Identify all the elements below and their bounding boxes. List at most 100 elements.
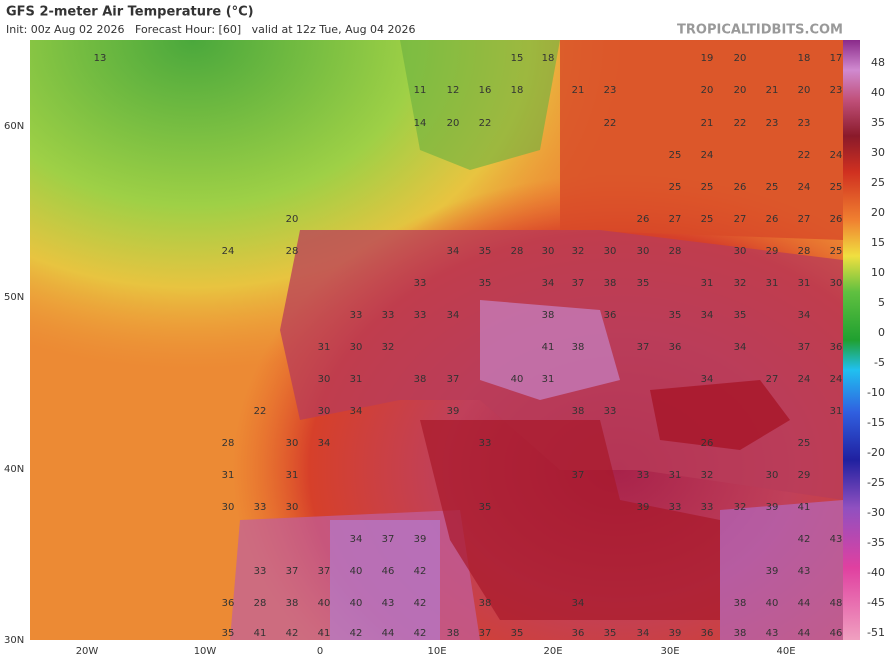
temperature-label: 31 <box>701 278 714 289</box>
temperature-label: 35 <box>511 628 524 639</box>
temperature-label: 40 <box>350 566 363 577</box>
sahara-hot <box>330 520 440 640</box>
colorbar-label: 48 <box>871 56 885 69</box>
temperature-label: 28 <box>222 438 235 449</box>
temperature-label: 30 <box>604 246 617 257</box>
mediterranean <box>420 420 720 620</box>
temperature-label: 30 <box>766 470 779 481</box>
temperature-label: 40 <box>511 374 524 385</box>
title: GFS 2-meter Air Temperature (°C) <box>6 5 254 20</box>
subtitle: Init: 00z Aug 02 2026 Forecast Hour: [60… <box>6 23 416 36</box>
temperature-label: 25 <box>830 182 843 193</box>
temperature-label: 38 <box>572 342 585 353</box>
temperature-label: 19 <box>701 53 714 64</box>
temperature-label: 31 <box>286 470 299 481</box>
temperature-label: 20 <box>734 85 747 96</box>
temperature-label: 42 <box>414 628 427 639</box>
colorbar-label: -25 <box>867 476 885 489</box>
temperature-label: 25 <box>669 182 682 193</box>
temperature-label: 33 <box>479 438 492 449</box>
temperature-label: 42 <box>350 628 363 639</box>
temperature-label: 22 <box>604 118 617 129</box>
temperature-label: 35 <box>669 310 682 321</box>
temperature-label: 32 <box>734 278 747 289</box>
temperature-label: 44 <box>798 598 811 609</box>
temperature-label: 25 <box>766 182 779 193</box>
colorbar-label: -15 <box>867 416 885 429</box>
temperature-label: 31 <box>830 406 843 417</box>
temperature-label: 22 <box>734 118 747 129</box>
temperature-label: 33 <box>254 502 267 513</box>
temperature-label: 15 <box>511 53 524 64</box>
temperature-label: 33 <box>254 566 267 577</box>
temperature-label: 38 <box>479 598 492 609</box>
temperature-label: 24 <box>798 182 811 193</box>
temperature-label: 39 <box>766 502 779 513</box>
temperature-label: 38 <box>447 628 460 639</box>
temperature-label: 37 <box>286 566 299 577</box>
temperature-label: 18 <box>798 53 811 64</box>
longitude-label: 0 <box>317 646 323 657</box>
temperature-label: 34 <box>318 438 331 449</box>
temperature-label: 31 <box>222 470 235 481</box>
temperature-label: 44 <box>382 628 395 639</box>
temperature-label: 22 <box>479 118 492 129</box>
temperature-label: 27 <box>766 374 779 385</box>
middle-east <box>720 500 843 640</box>
temperature-label: 32 <box>734 502 747 513</box>
temperature-label: 20 <box>447 118 460 129</box>
scandinavia <box>400 40 560 170</box>
temperature-label: 43 <box>798 566 811 577</box>
temperature-label: 39 <box>447 406 460 417</box>
temperature-label: 39 <box>637 502 650 513</box>
longitude-label: 10E <box>427 646 446 657</box>
temperature-label: 30 <box>350 342 363 353</box>
temperature-label: 40 <box>318 598 331 609</box>
temperature-label: 23 <box>766 118 779 129</box>
colorbar-label: -30 <box>867 506 885 519</box>
temperature-label: 24 <box>222 246 235 257</box>
temperature-label: 21 <box>572 85 585 96</box>
longitude-label: 10W <box>194 646 217 657</box>
temperature-label: 34 <box>701 374 714 385</box>
temperature-label: 29 <box>766 246 779 257</box>
temperature-label: 37 <box>382 534 395 545</box>
temperature-label: 38 <box>734 598 747 609</box>
temperature-label: 27 <box>734 214 747 225</box>
temperature-label: 32 <box>701 470 714 481</box>
temperature-label: 28 <box>254 598 267 609</box>
temperature-label: 33 <box>414 278 427 289</box>
temperature-label: 35 <box>734 310 747 321</box>
colorbar-label: -51 <box>867 626 885 639</box>
temperature-label: 23 <box>798 118 811 129</box>
temperature-label: 26 <box>734 182 747 193</box>
temperature-label: 48 <box>830 598 843 609</box>
temperature-label: 30 <box>542 246 555 257</box>
temperature-label: 24 <box>798 374 811 385</box>
temperature-label: 31 <box>669 470 682 481</box>
temperature-label: 37 <box>318 566 331 577</box>
temperature-label: 35 <box>637 278 650 289</box>
temperature-label: 26 <box>701 438 714 449</box>
temperature-label: 31 <box>542 374 555 385</box>
temperature-label: 39 <box>414 534 427 545</box>
temperature-label: 41 <box>254 628 267 639</box>
temperature-label: 35 <box>479 502 492 513</box>
temperature-label: 18 <box>542 53 555 64</box>
temperature-label: 11 <box>414 85 427 96</box>
longitude-label: 40E <box>776 646 795 657</box>
temperature-label: 21 <box>701 118 714 129</box>
temperature-label: 41 <box>798 502 811 513</box>
temperature-label: 40 <box>766 598 779 609</box>
temperature-label: 36 <box>701 628 714 639</box>
temperature-label: 43 <box>830 534 843 545</box>
temperature-label: 24 <box>830 374 843 385</box>
temperature-label: 34 <box>572 598 585 609</box>
temperature-label: 38 <box>542 310 555 321</box>
colorbar-label: -40 <box>867 566 885 579</box>
longitude-label: 20E <box>543 646 562 657</box>
temperature-label: 41 <box>318 628 331 639</box>
temperature-label: 33 <box>382 310 395 321</box>
temperature-label: 33 <box>701 502 714 513</box>
